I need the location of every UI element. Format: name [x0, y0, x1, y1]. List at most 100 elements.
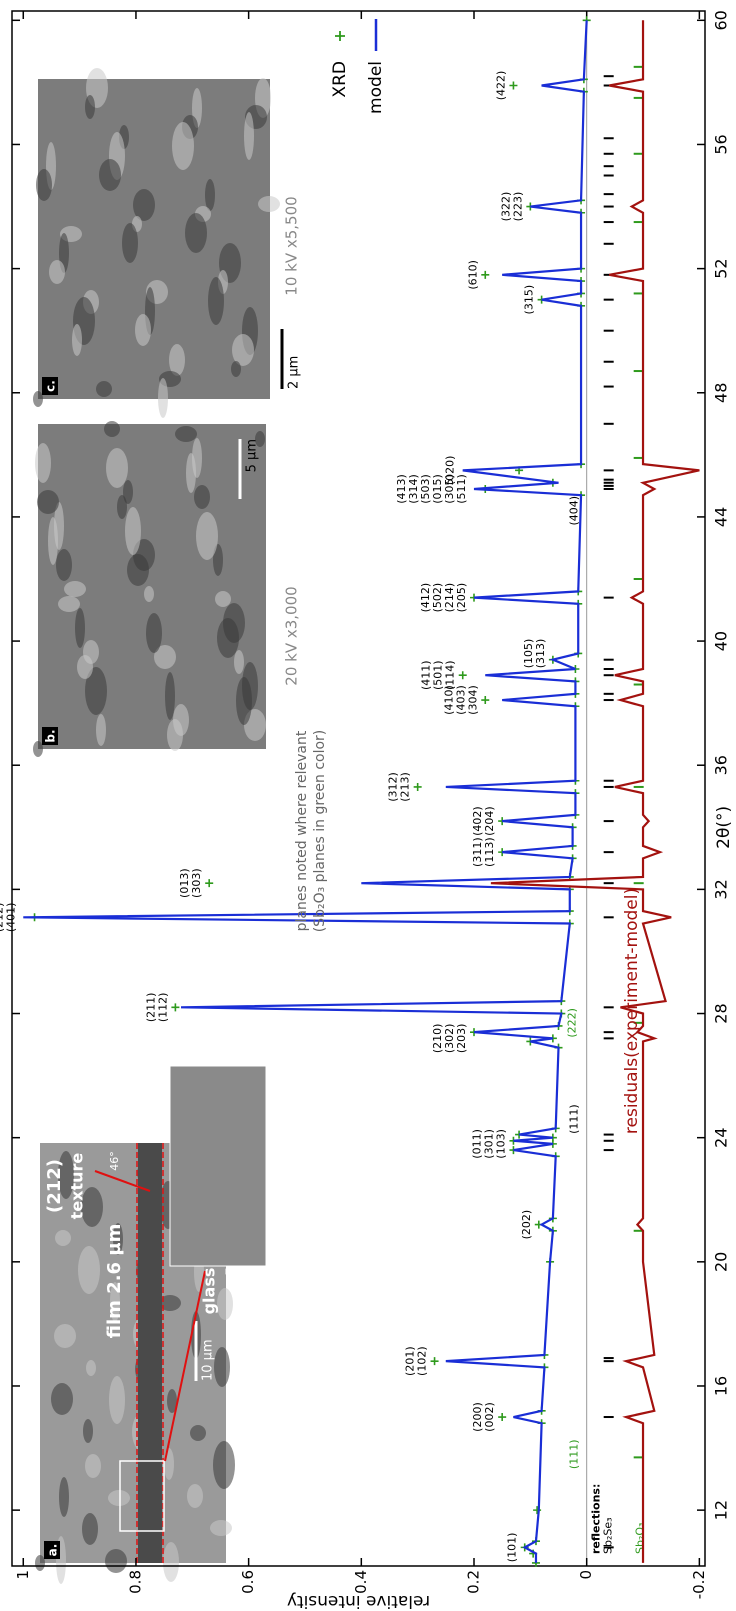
inset-label: b.	[44, 729, 58, 742]
xrd-point	[458, 671, 467, 680]
sem-grain	[56, 549, 72, 581]
inset-note: film 2.6 µm	[104, 1224, 125, 1339]
sem-grain	[165, 672, 175, 720]
peak-label: (315)	[523, 285, 536, 315]
peak-label: (201)	[404, 1346, 417, 1376]
sem-grain	[96, 714, 106, 746]
sem-grain	[58, 596, 80, 612]
y-tick-label: 0	[577, 1570, 595, 1580]
sem-grain	[37, 490, 59, 514]
sem-grain	[232, 334, 254, 366]
sem-grain	[75, 608, 85, 648]
residuals-name: residuals(experiment-model)	[622, 888, 642, 1134]
sem-grain	[125, 507, 141, 555]
sem-grain	[72, 324, 82, 356]
peak-label: (503)	[419, 474, 432, 504]
inset-label: a.	[46, 1544, 60, 1557]
peak-label: (610)	[466, 260, 479, 290]
peak-label: (412)	[419, 583, 432, 613]
x-tick-label: 16	[712, 1376, 731, 1396]
sem-grain	[96, 381, 112, 397]
sem-grain	[167, 719, 183, 751]
peak-label: (311)	[471, 837, 484, 867]
peak-label: (200)	[471, 1402, 484, 1432]
inset-note: (212)	[44, 1159, 65, 1213]
peak-label: (410)	[442, 685, 455, 715]
sem-grain	[236, 677, 252, 725]
sem-grain	[123, 480, 133, 504]
peak-label: (422)	[494, 71, 507, 101]
inset-note: texture	[68, 1153, 87, 1220]
peak-label: (411)	[420, 660, 433, 690]
series-line	[23, 20, 588, 1563]
peak-label: (404)	[568, 496, 581, 526]
x-tick-label: 36	[712, 755, 731, 775]
legend-swatch	[335, 31, 345, 41]
y-tick-label: 0.4	[352, 1570, 370, 1594]
peak-label: (112)	[156, 993, 169, 1023]
y-axis-title: relative intensity	[287, 1591, 430, 1611]
sem-grain	[169, 344, 185, 376]
note: planes noted where relevant	[294, 730, 310, 931]
peak-label: (501)	[432, 660, 445, 690]
peak-label: (105)	[522, 639, 535, 669]
inset-info: 20 kV x3,000	[283, 586, 301, 685]
sem-grain	[86, 1360, 96, 1376]
sem-grain	[208, 277, 224, 325]
sem-grain	[122, 223, 138, 263]
peak-label: (313)	[534, 639, 547, 669]
inset-note: 46°	[108, 1151, 121, 1171]
peak-label: (102)	[416, 1346, 429, 1376]
sem-grain	[85, 95, 95, 119]
sem-grain	[172, 122, 194, 170]
sem-grain	[81, 1187, 103, 1227]
x-tick-label: 40	[712, 631, 731, 651]
sem-grain	[135, 314, 151, 346]
peak-label: (403)	[454, 685, 467, 715]
sem-grain	[33, 741, 43, 757]
sem-grain	[231, 361, 241, 377]
peak-label: (222)	[566, 1008, 579, 1038]
sem-grain	[190, 1425, 206, 1441]
xrd-point	[171, 1003, 180, 1012]
x-tick-label: 44	[712, 507, 731, 527]
sem-grain	[127, 554, 149, 586]
sem-grain	[51, 1383, 73, 1415]
peak-label: (305)	[443, 474, 456, 504]
sem-grain	[164, 1448, 174, 1480]
sem-grain	[35, 1555, 45, 1571]
y-tick-label: 0.8	[126, 1570, 144, 1594]
xrd-point	[509, 81, 518, 90]
sem-grain	[244, 112, 254, 160]
peak-label: (002)	[483, 1402, 496, 1432]
sem-grain	[163, 1542, 179, 1582]
sem-grain	[205, 179, 215, 211]
peak-label: (303)	[190, 868, 203, 898]
legend-label: XRD	[330, 61, 350, 98]
sem-grain	[78, 1246, 100, 1294]
sem-grain	[196, 512, 218, 560]
x-tick-label: 24	[712, 1127, 731, 1147]
x-tick-label: 32	[712, 879, 731, 899]
inset-label: c.	[44, 380, 58, 392]
peak-label: (211)	[144, 993, 157, 1023]
x-tick-label: 20	[712, 1252, 731, 1272]
sem-grain	[110, 1282, 120, 1322]
sem-grain	[48, 517, 58, 565]
peak-label: (402)	[471, 806, 484, 836]
peak-label: (213)	[399, 772, 412, 802]
sem-grain	[108, 1490, 130, 1506]
peak-label: (202)	[520, 1210, 533, 1240]
peak-label: (011)	[470, 1129, 483, 1159]
film-band	[138, 1143, 162, 1563]
xrd-point	[481, 696, 490, 705]
xrd-point	[481, 270, 490, 279]
zoom-image	[169, 1065, 267, 1267]
peak-label: (111)	[568, 1439, 581, 1469]
sem-grain	[187, 1484, 203, 1508]
peak-label: (413)	[395, 474, 408, 504]
reflections-name: Sb₂O₃	[634, 1523, 647, 1554]
sem-grain	[35, 443, 51, 483]
x-tick-label: 52	[712, 258, 731, 278]
x-tick-label: 12	[712, 1500, 731, 1520]
